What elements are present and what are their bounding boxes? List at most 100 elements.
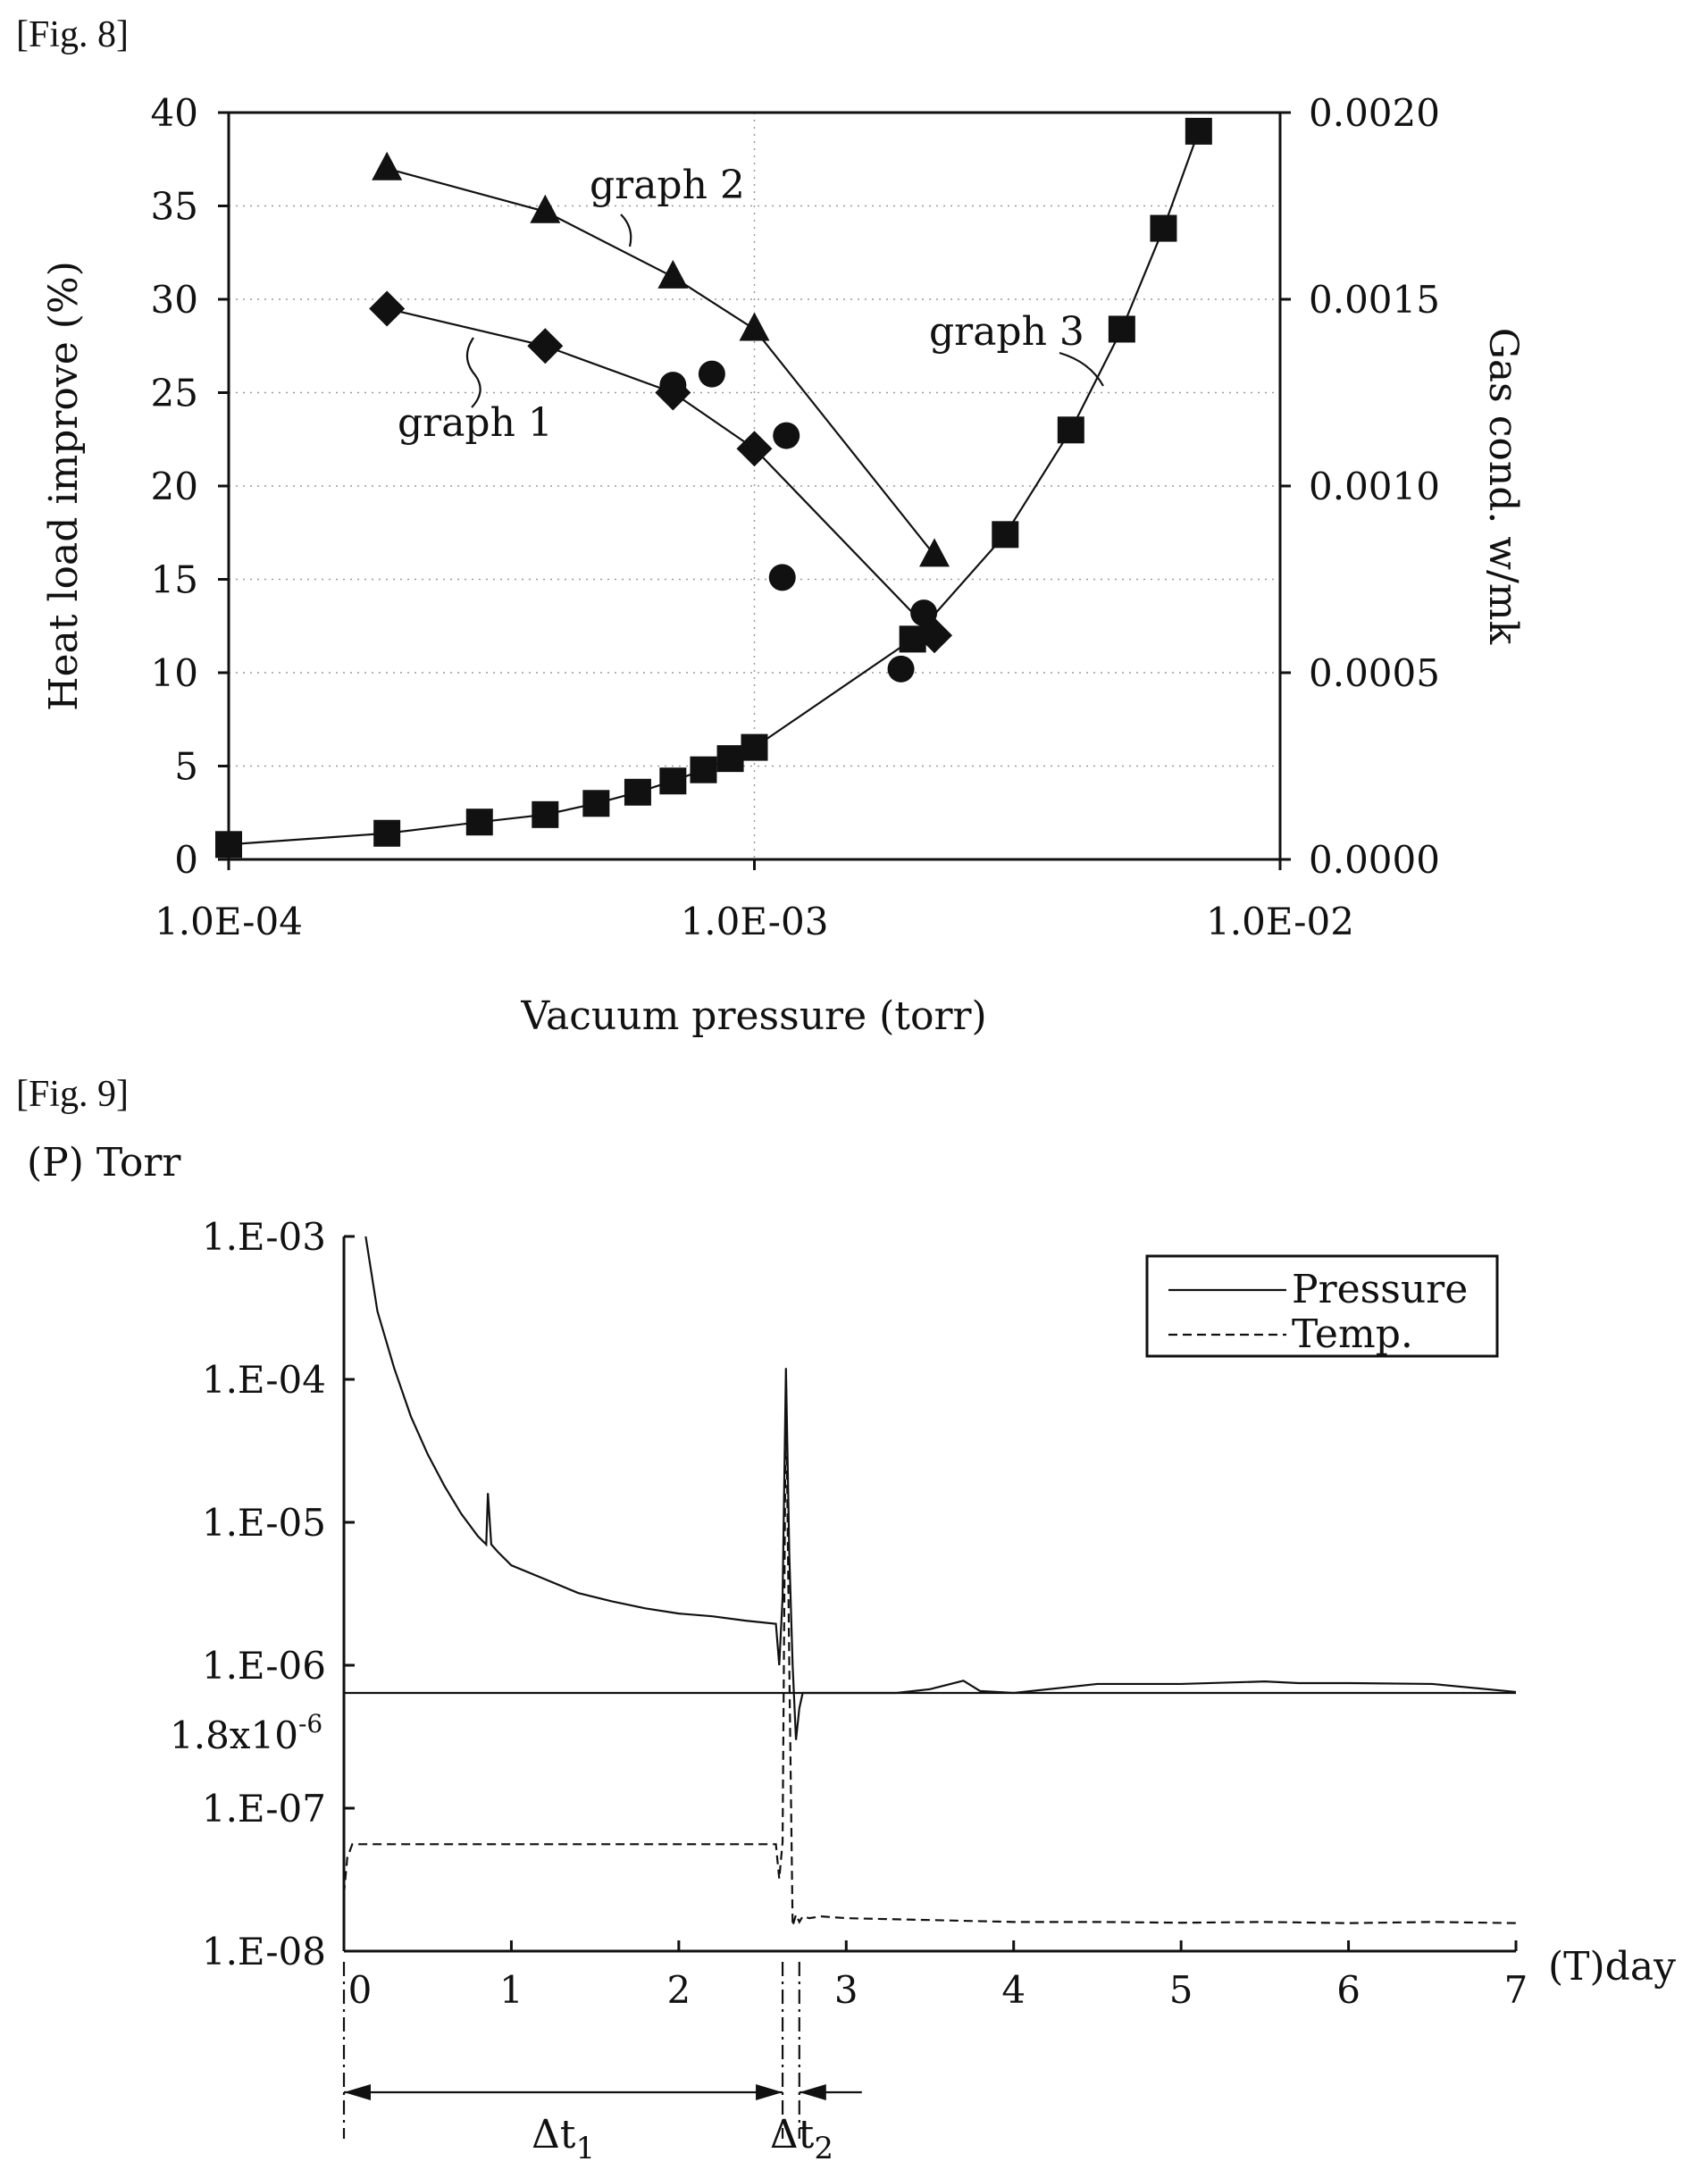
fig9-x-tick-label: 0 (348, 1968, 373, 2012)
fig9-x-tick-label: 5 (1169, 1968, 1193, 2012)
square-marker (899, 625, 926, 653)
fig8-y2-tick-label: 0.0005 (1309, 651, 1440, 695)
fig8-y2-tick-label: 0.0010 (1309, 465, 1440, 508)
reference-line-label-exponent: -6 (298, 1709, 322, 1739)
fig9-y-axis: 1.E-08 1.E-07 1.E-06 1.E-05 1.E-04 1.E-03 (202, 1215, 355, 1973)
interval-1-label-base: Δt (532, 2112, 576, 2157)
square-marker (716, 745, 744, 773)
legend-temp-label: Temp. (1292, 1311, 1413, 1357)
circle-marker (698, 360, 725, 388)
square-marker (741, 733, 768, 761)
fig8-series-markers (215, 117, 1212, 859)
arrowhead (344, 2084, 371, 2100)
diamond-marker (527, 328, 564, 364)
circle-marker (768, 564, 796, 591)
fig8-y-tick-label: 20 (151, 465, 198, 508)
fig9-y-axis-label: (P) Torr (27, 1140, 181, 1186)
square-marker (1057, 416, 1084, 444)
circle-marker (887, 655, 915, 683)
triangle-marker (530, 194, 561, 223)
fig8-y-axis-label: Heat load improve (%) (41, 261, 87, 711)
interval-2-label-sub: 2 (814, 2131, 833, 2166)
interval-2-label: Δt2 (770, 2112, 833, 2166)
interval-2-label-base: Δt (770, 2112, 815, 2157)
triangle-marker (739, 312, 770, 341)
fig9-interval-markers: Δt1 Δt2 (342, 1962, 862, 2166)
fig8-x-tick-label: 1.0E-02 (1206, 900, 1354, 943)
fig9-x-tick-label: 7 (1504, 1968, 1528, 2012)
circle-marker (773, 422, 800, 449)
fig9-x-tick-label: 2 (666, 1968, 691, 2012)
fig9-x-tick-label: 1 (499, 1968, 523, 2012)
fig9-y-tick-label: 1.E-05 (202, 1501, 326, 1545)
annotation-graph-2: graph 2 (590, 163, 745, 208)
fig8-y-tick-label: 35 (151, 185, 198, 229)
triangle-marker (372, 151, 403, 180)
fig9-y-tick-label: 1.E-04 (202, 1358, 326, 1402)
square-marker (690, 756, 717, 783)
fig9-x-axis: 0 1 2 3 4 5 6 7 (342, 1940, 1528, 2012)
diamond-marker (369, 290, 406, 327)
square-marker (465, 809, 493, 836)
triangle-marker (657, 259, 689, 289)
fig8-left-axis: 0 5 10 15 20 25 30 35 40 (151, 91, 229, 882)
fig9-y-tick-label: 1.E-03 (202, 1215, 326, 1259)
fig8-series-2-line (386, 167, 935, 557)
legend-box (1145, 1254, 1499, 1358)
interval-1-label-sub: 1 (575, 2131, 595, 2166)
arrowhead (799, 2084, 826, 2100)
interval-1-label: Δt1 (532, 2112, 595, 2166)
square-marker (992, 521, 1019, 549)
fig8-right-axis: 0.0000 0.0005 0.0010 0.0015 0.0020 (1280, 91, 1440, 882)
fig8-x-tick-label: 1.0E-04 (155, 900, 303, 943)
fig9-y-tick-label: 1.E-08 (202, 1930, 326, 1973)
fig8-y-tick-label: 15 (151, 558, 198, 602)
annotation-graph-1-leader (465, 337, 481, 408)
fig8-y2-axis-label: Gas cond. w/mk (1480, 328, 1526, 645)
annotation-graph-2-leader (620, 214, 632, 247)
circle-marker (910, 599, 938, 627)
reference-line-label: 1.8x10-6 (170, 1709, 322, 1757)
fig8-series-lines (228, 130, 1200, 846)
fig9-x-tick-label: 3 (834, 1968, 858, 2012)
triangle-marker (919, 538, 950, 567)
square-marker (1108, 315, 1135, 343)
square-marker (373, 819, 401, 847)
fig8-x-axis: 1.0E-04 1.0E-03 1.0E-02 (155, 859, 1354, 943)
fig8-y-tick-label: 25 (151, 372, 198, 415)
fig8-caption: [Fig. 8] (16, 14, 129, 55)
diamond-marker (736, 431, 773, 467)
fig9-x-tick-label: 4 (1001, 1968, 1026, 2012)
square-marker (624, 778, 651, 806)
square-marker (1185, 117, 1212, 145)
annotation-graph-1: graph 1 (398, 400, 553, 446)
fig8-y-tick-label: 0 (174, 838, 198, 882)
fig9-x-tick-label: 6 (1336, 1968, 1361, 2012)
fig8-y2-tick-label: 0.0015 (1309, 278, 1440, 322)
circle-marker (659, 372, 687, 399)
square-marker (215, 831, 242, 859)
fig8-y-tick-label: 10 (151, 651, 198, 695)
arrowhead (756, 2084, 783, 2100)
square-marker (659, 767, 687, 795)
fig8-y2-tick-label: 0.0020 (1309, 91, 1440, 135)
fig9-temp-line (342, 1378, 1517, 1927)
fig8-y-tick-label: 5 (174, 745, 198, 789)
fig9-series-lines (342, 1236, 1517, 1927)
fig8-x-tick-label: 1.0E-03 (681, 900, 829, 943)
fig8-x-axis-label: Vacuum pressure (torr) (520, 993, 986, 1039)
fig9-pressure-line (364, 1236, 1517, 1740)
fig9-x-axis-label: (T)day (1548, 1944, 1676, 1990)
annotation-graph-3-leader (1059, 351, 1104, 387)
square-marker (1150, 214, 1177, 242)
annotation-graph-3: graph 3 (929, 309, 1084, 355)
fig8-y-tick-label: 40 (151, 91, 198, 135)
fig9-y-tick-label: 1.E-07 (202, 1787, 326, 1831)
reference-line-label-base: 1.8x10 (170, 1713, 298, 1757)
legend-pressure-label: Pressure (1292, 1267, 1468, 1312)
fig8-series-1-line (386, 307, 935, 636)
fig9-y-tick-label: 1.E-06 (202, 1644, 326, 1688)
fig8-y-tick-label: 30 (151, 278, 198, 322)
fig8-series-3-line (228, 130, 1200, 846)
